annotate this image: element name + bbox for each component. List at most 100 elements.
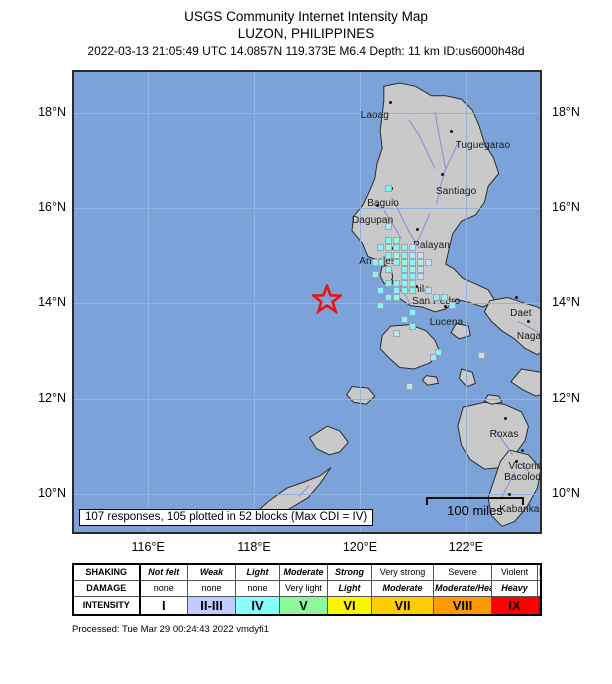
city-label: Roxas (489, 428, 519, 440)
x-axis-label: 118°E (237, 540, 271, 554)
axis-tick (95, 70, 97, 72)
city-marker (504, 417, 508, 421)
axis-tick (540, 303, 542, 305)
dyfi-block (408, 272, 416, 280)
city-label: Kabankalan (499, 504, 542, 516)
dyfi-block (416, 265, 424, 273)
axis-tick (519, 532, 521, 534)
axis-tick (201, 70, 203, 72)
axis-tick (72, 446, 74, 448)
dyfi-block (400, 272, 408, 280)
y-axis-labels-left: 18°N 16°N 14°N 12°N 10°N (14, 70, 66, 534)
city-marker (514, 460, 518, 464)
dyfi-block (408, 258, 416, 266)
legend-damage-cell: Very Heavy (537, 579, 542, 597)
axis-tick (72, 303, 74, 305)
page-title: USGS Community Internet Intensity Map (184, 9, 428, 24)
dyfi-block (393, 251, 401, 259)
axis-tick (466, 70, 468, 72)
dyfi-block (416, 251, 424, 259)
dyfi-block (430, 354, 438, 361)
city-marker (450, 129, 454, 133)
dyfi-block (393, 258, 401, 266)
legend-damage-cell: Very light (279, 579, 328, 597)
axis-tick (72, 494, 74, 496)
legend-shaking-cell: Severe (433, 563, 492, 581)
dyfi-block (393, 280, 401, 288)
dyfi-block (416, 272, 424, 280)
y-axis-label: 10°N (38, 485, 66, 500)
legend-damage-cell: Moderate/Heavy (433, 579, 492, 597)
legend-damage-cell: Moderate (371, 579, 434, 597)
graticule-line-lat (74, 493, 540, 495)
scale-bar-label: 100 miles (447, 503, 503, 518)
landmass (421, 375, 439, 386)
dyfi-block (424, 287, 432, 295)
dyfi-block (393, 287, 401, 295)
legend-shaking-cell: Extreme (537, 563, 542, 581)
dyfi-block (393, 244, 401, 252)
y-axis-label: 18°N (38, 104, 66, 119)
response-count-box: 107 responses, 105 plotted in 52 blocks … (79, 509, 374, 526)
river (517, 320, 540, 334)
landmass (308, 425, 349, 456)
intensity-legend: SHAKING Not felt Weak Light Moderate Strong V… (72, 563, 542, 616)
graticule-line-lon (359, 72, 361, 532)
dyfi-block (440, 294, 448, 302)
y-axis-label: 10°N (552, 485, 580, 500)
x-axis-label: 116°E (131, 540, 165, 554)
city-marker (527, 319, 531, 323)
dyfi-block (385, 294, 393, 302)
graticule-line-lat (74, 303, 540, 305)
dyfi-block (371, 258, 379, 266)
legend-intensity-cell: X+ (537, 595, 542, 616)
dyfi-block (400, 280, 408, 288)
axis-tick (148, 70, 150, 72)
axis-tick (540, 399, 542, 401)
legend-intensity-cell: IX (491, 595, 538, 616)
dyfi-block (408, 280, 416, 288)
map-frame[interactable]: Laoag Tuguegarao Santiago Baguio Dagupan Pala… (72, 70, 542, 534)
city-marker (514, 296, 518, 300)
axis-tick (413, 532, 415, 534)
axis-tick (254, 532, 256, 534)
processed-timestamp: Processed: Tue Mar 29 00:24:43 2022 vmdy… (72, 624, 269, 635)
dyfi-block (408, 308, 416, 316)
legend-damage-cell: none (235, 579, 280, 597)
dyfi-block (408, 287, 416, 295)
legend-shaking-cell: Strong (327, 563, 372, 581)
dyfi-block (448, 301, 456, 309)
graticule-line-lon (465, 72, 467, 532)
city-marker (376, 204, 380, 208)
city-marker (440, 173, 444, 177)
city-label: Dagupan (351, 214, 394, 226)
axis-tick (95, 532, 97, 534)
dyfi-block (416, 258, 424, 266)
legend-label-shaking: SHAKING (72, 563, 141, 581)
axis-tick (148, 532, 150, 534)
city-label: Tuguegarao (455, 140, 511, 152)
river (494, 429, 513, 456)
axis-tick (413, 70, 415, 72)
dyfi-block (377, 287, 385, 295)
scale-bar-cap-right (522, 497, 524, 505)
legend-intensity-cell: II-III (187, 595, 236, 616)
legend-shaking-cell: Very strong (371, 563, 434, 581)
dyfi-block (408, 323, 416, 331)
dyfi-block (371, 270, 379, 278)
axis-tick (540, 446, 542, 448)
axis-tick (72, 113, 74, 115)
axis-tick (72, 208, 74, 210)
axis-tick (307, 70, 309, 72)
x-axis-labels: 116°E 118°E 120°E 122°E (72, 540, 542, 558)
axis-tick (72, 256, 74, 258)
dyfi-block (400, 251, 408, 259)
city-label: Bacolod (504, 471, 541, 483)
dyfi-block (400, 315, 408, 323)
landmass (483, 296, 540, 356)
legend-label-damage: DAMAGE (72, 579, 141, 597)
axis-tick (72, 160, 74, 162)
scale-bar-line (426, 497, 524, 499)
city-label: Naga (516, 331, 542, 343)
